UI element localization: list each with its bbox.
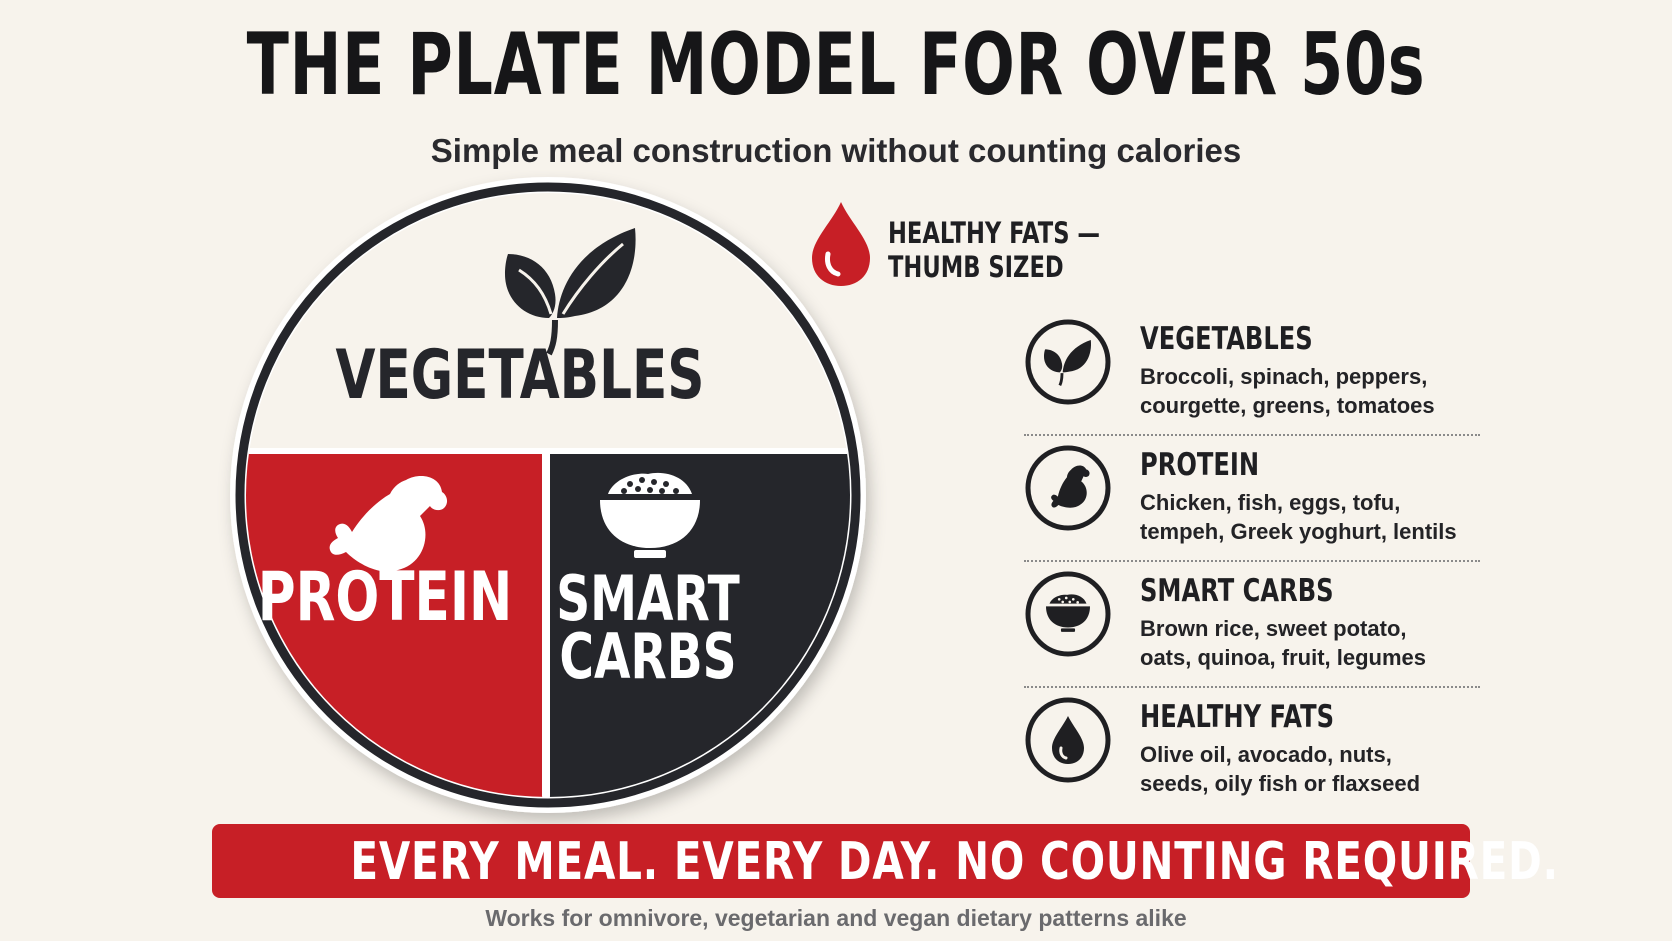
plate-outline [235, 182, 861, 808]
legend-desc-line2: oats, quinoa, fruit, legumes [1140, 645, 1427, 670]
leaf-icon [1025, 319, 1111, 405]
slogan-text: EVERY MEAL. EVERY DAY. NO COUNTING REQUI… [350, 832, 1559, 892]
section-divider-vertical [542, 448, 550, 797]
legend-name: PROTEIN [1140, 447, 1260, 483]
legend-description: Broccoli, spinach, peppers, courgette, g… [1140, 362, 1500, 420]
legend-desc-line2: courgette, greens, tomatoes [1140, 393, 1435, 418]
legend-desc-line2: seeds, oily fish or flaxseed [1140, 771, 1421, 796]
legend-item-healthy-fats: HEALTHY FATS Olive oil, avocado, nuts, s… [1020, 696, 1480, 822]
rice-bowl-icon [600, 472, 700, 558]
legend-name: SMART CARBS [1140, 573, 1334, 609]
legend-desc-line1: Olive oil, avocado, nuts, [1140, 742, 1392, 767]
legend-divider [1024, 560, 1480, 562]
legend-description: Olive oil, avocado, nuts, seeds, oily fi… [1140, 740, 1500, 798]
protein-section-label: PROTEIN [258, 558, 513, 637]
chicken-leg-icon [329, 476, 448, 572]
legend-name: HEALTHY FATS [1140, 699, 1335, 735]
legend-description: Brown rice, sweet potato, oats, quinoa, … [1140, 614, 1500, 672]
legend-name: VEGETABLES [1140, 321, 1313, 357]
legend-description: Chicken, fish, eggs, tofu, tempeh, Greek… [1140, 488, 1500, 546]
legend-desc-line1: Brown rice, sweet potato, [1140, 616, 1407, 641]
page-subtitle: Simple meal construction without countin… [430, 132, 1242, 169]
oil-drop-icon [812, 202, 870, 286]
rice-bowl-icon [1025, 571, 1111, 657]
legend-desc-line1: Broccoli, spinach, peppers, [1140, 364, 1428, 389]
legend-item-protein: PROTEIN Chicken, fish, eggs, tofu, tempe… [1020, 444, 1480, 570]
legend-item-vegetables: VEGETABLES Broccoli, spinach, peppers, c… [1020, 318, 1480, 444]
oil-drop-icon [1025, 697, 1111, 783]
callout-line2: THUMB SIZED [888, 250, 1064, 284]
footer-note: Works for omnivore, vegetarian and vegan… [485, 905, 1187, 931]
food-groups-legend: VEGETABLES Broccoli, spinach, peppers, c… [1020, 318, 1480, 822]
smart-carbs-label-line1: SMART [556, 563, 740, 635]
smart-carbs-label-line2: CARBS [559, 621, 736, 693]
leaf-icon [505, 228, 636, 356]
legend-divider [1024, 434, 1480, 436]
callout-line1: HEALTHY FATS — [888, 216, 1101, 250]
legend-desc-line2: tempeh, Greek yoghurt, lentils [1140, 519, 1457, 544]
healthy-fats-callout-text: HEALTHY FATS — THUMB SIZED [888, 216, 1122, 284]
legend-desc-line1: Chicken, fish, eggs, tofu, [1140, 490, 1401, 515]
legend-divider [1024, 686, 1480, 688]
vegetables-section-label: VEGETABLES [336, 336, 705, 415]
legend-item-smart-carbs: SMART CARBS Brown rice, sweet potato, oa… [1020, 570, 1480, 696]
plate-diagram: VEGETABLES PROTEIN SMART CARBS [230, 177, 866, 813]
slogan-banner: EVERY MEAL. EVERY DAY. NO COUNTING REQUI… [212, 824, 1559, 898]
healthy-fats-callout: HEALTHY FATS — THUMB SIZED [806, 200, 1126, 290]
chicken-leg-icon [1025, 445, 1111, 531]
page-title: THE PLATE MODEL FOR OVER 50s [246, 15, 1426, 115]
